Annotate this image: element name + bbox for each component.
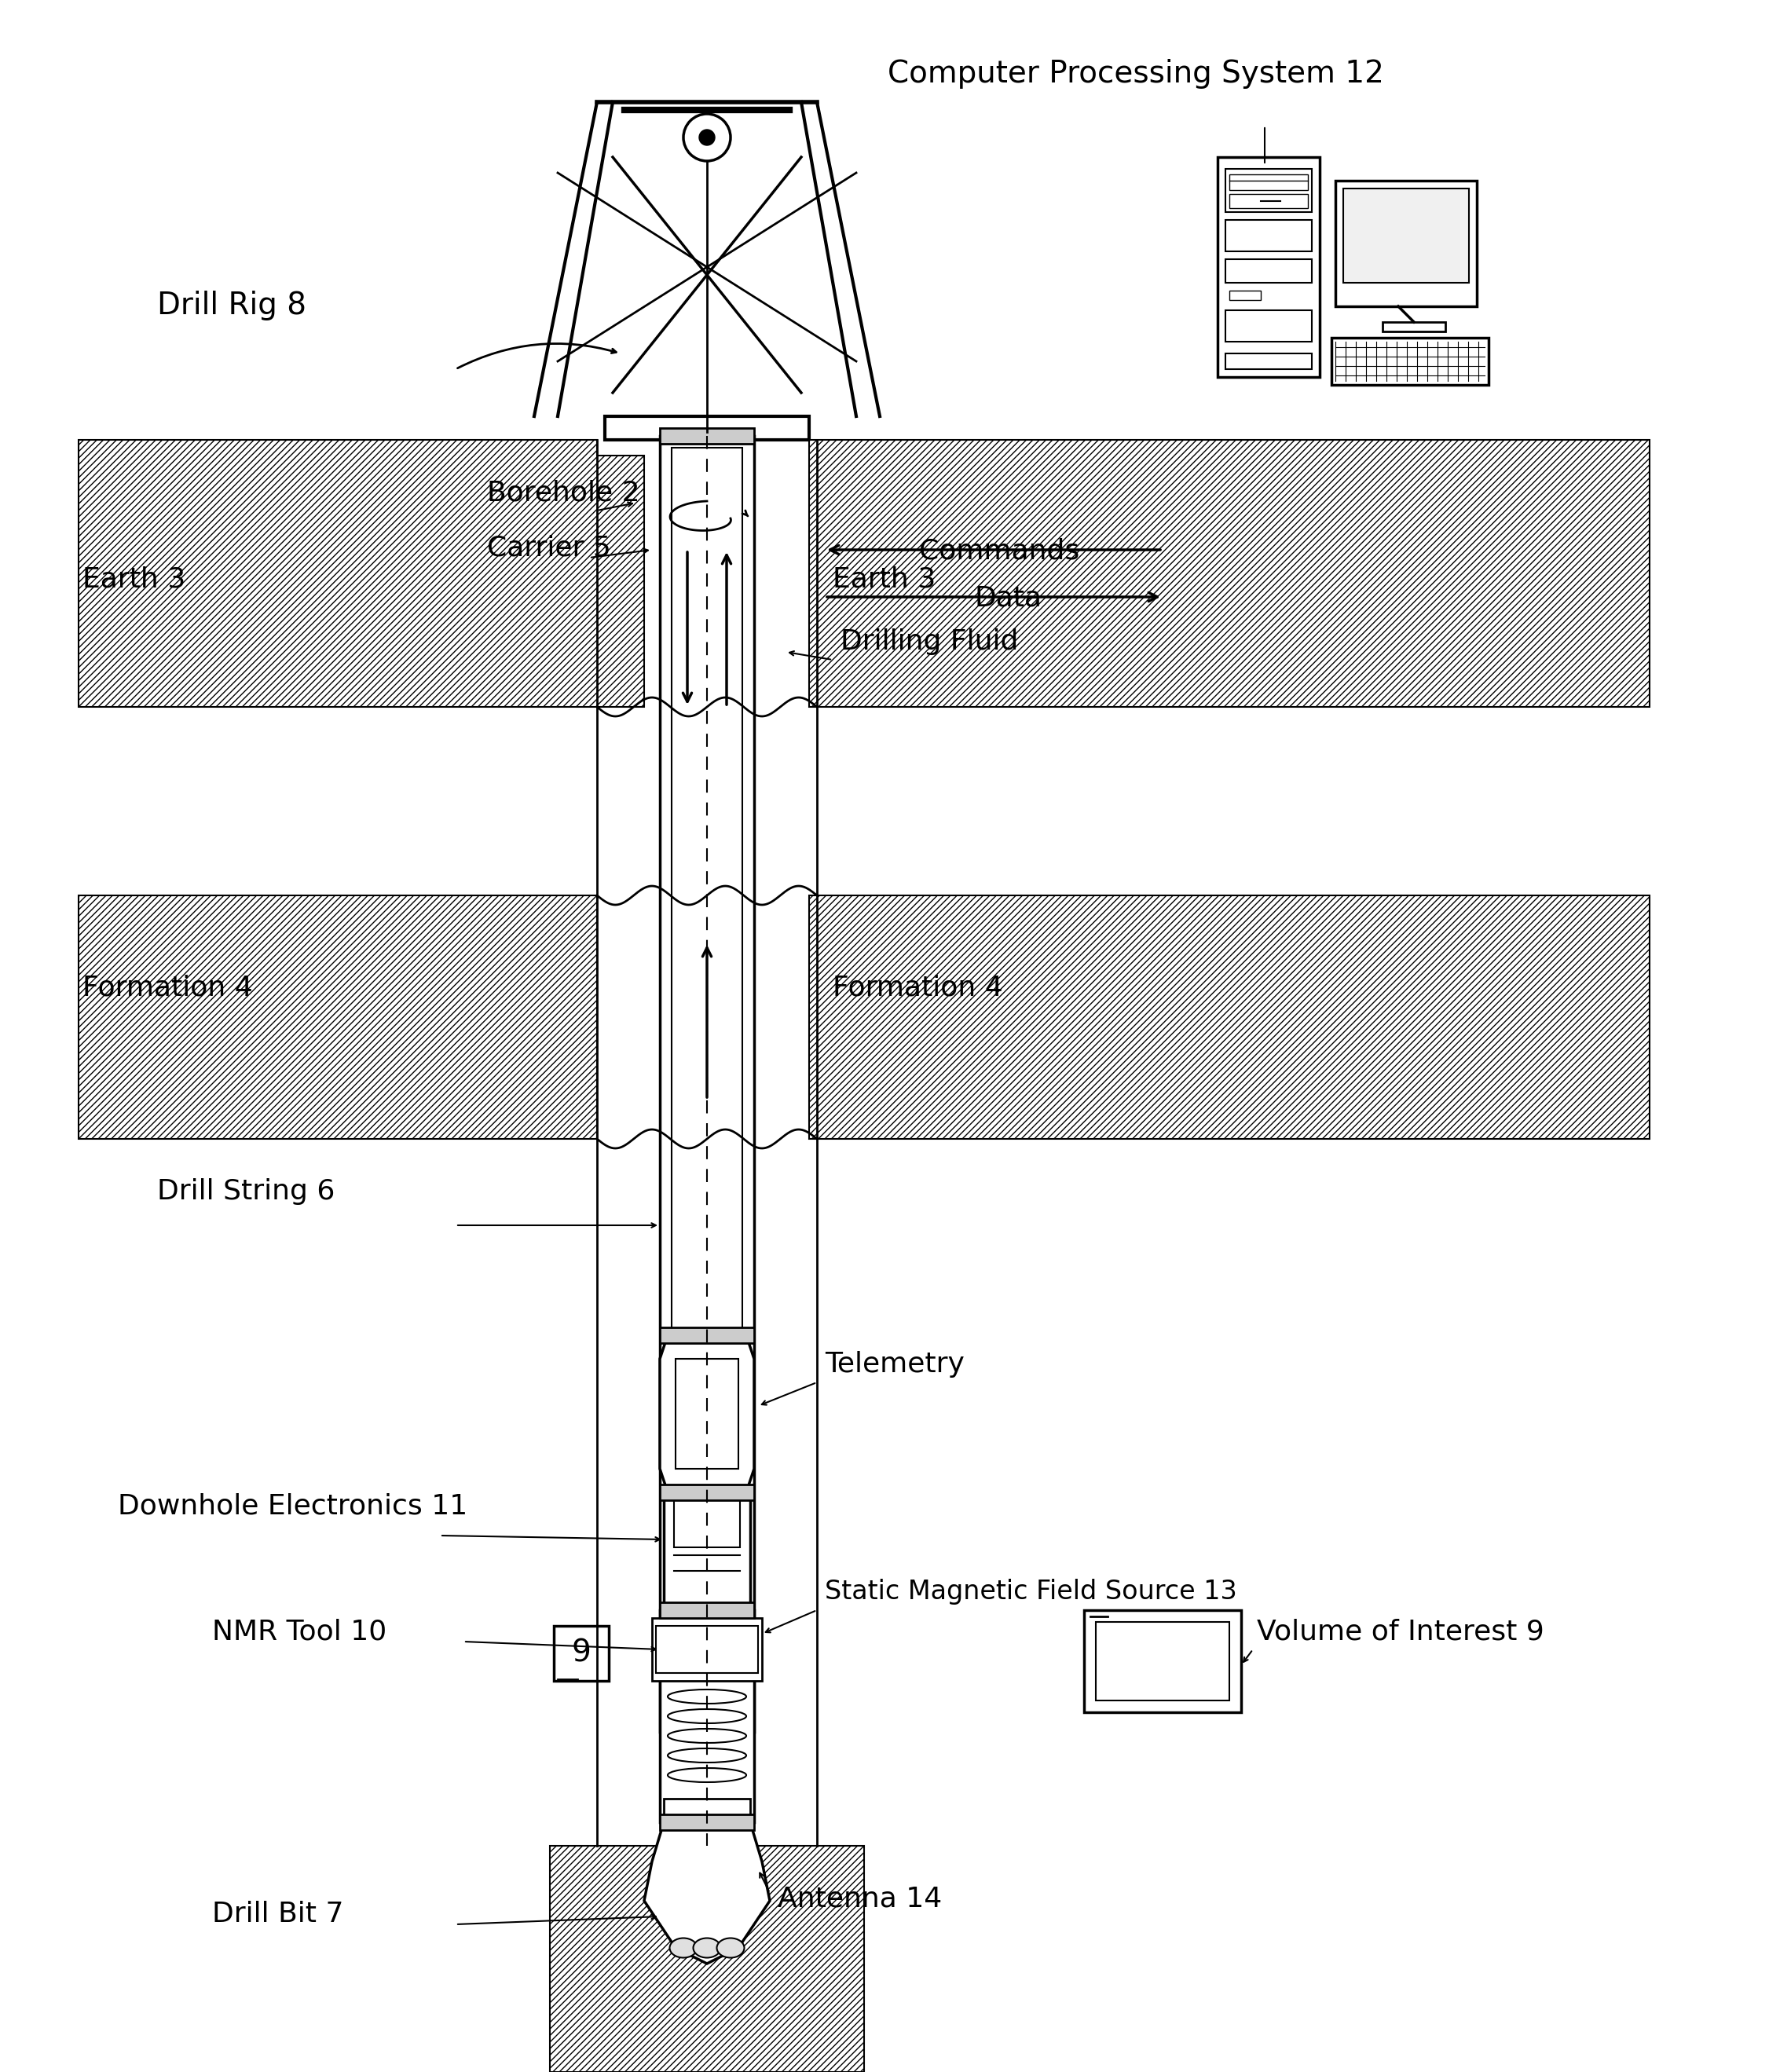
Text: Volume of Interest 9: Volume of Interest 9 bbox=[1257, 1618, 1543, 1645]
Bar bbox=[660, 429, 755, 443]
Bar bbox=[1230, 290, 1260, 300]
Text: NMR Tool 10: NMR Tool 10 bbox=[212, 1618, 386, 1645]
Text: Earth 3: Earth 3 bbox=[833, 566, 936, 593]
Bar bbox=[660, 1815, 755, 1830]
Bar bbox=[1230, 195, 1308, 207]
Bar bbox=[660, 1610, 755, 1821]
Bar bbox=[1218, 157, 1319, 377]
Bar bbox=[675, 1500, 740, 1548]
Polygon shape bbox=[810, 439, 1650, 707]
Text: Static Magnetic Field Source 13: Static Magnetic Field Source 13 bbox=[824, 1579, 1237, 1604]
Bar bbox=[1225, 170, 1312, 211]
Text: Drill String 6: Drill String 6 bbox=[157, 1179, 335, 1206]
Text: Formation 4: Formation 4 bbox=[82, 974, 253, 1001]
Bar bbox=[664, 1492, 749, 1610]
Text: Telemetry: Telemetry bbox=[824, 1351, 965, 1378]
Bar bbox=[1331, 338, 1488, 385]
Bar bbox=[651, 1618, 762, 1680]
Bar bbox=[1225, 259, 1312, 282]
Polygon shape bbox=[78, 439, 644, 707]
Text: Drill Rig 8: Drill Rig 8 bbox=[157, 290, 306, 321]
Circle shape bbox=[700, 131, 716, 145]
Polygon shape bbox=[550, 1846, 863, 2072]
Bar bbox=[655, 1627, 758, 1672]
Bar bbox=[1225, 354, 1312, 369]
Text: Drill Bit 7: Drill Bit 7 bbox=[212, 1900, 344, 1927]
Bar bbox=[664, 1798, 749, 1838]
Bar bbox=[660, 435, 755, 1732]
Ellipse shape bbox=[692, 1937, 721, 1958]
Bar bbox=[660, 1328, 755, 1343]
Text: Carrier 5: Carrier 5 bbox=[488, 535, 611, 562]
Polygon shape bbox=[660, 1334, 755, 1492]
Bar bbox=[1084, 1610, 1241, 1711]
Polygon shape bbox=[810, 895, 1650, 1140]
Text: Antenna 14: Antenna 14 bbox=[778, 1886, 942, 1912]
Text: Computer Processing System 12: Computer Processing System 12 bbox=[888, 58, 1385, 89]
Text: Drilling Fluid: Drilling Fluid bbox=[840, 628, 1018, 655]
Bar bbox=[1335, 180, 1477, 307]
Text: Data: Data bbox=[974, 584, 1041, 611]
Text: Formation 4: Formation 4 bbox=[833, 974, 1002, 1001]
Text: Downhole Electronics 11: Downhole Electronics 11 bbox=[117, 1492, 468, 1519]
Bar bbox=[1383, 321, 1445, 332]
Polygon shape bbox=[78, 895, 596, 1140]
Ellipse shape bbox=[717, 1937, 744, 1958]
Bar bbox=[1096, 1622, 1230, 1701]
Bar bbox=[1225, 311, 1312, 342]
Bar bbox=[1225, 220, 1312, 251]
Text: Borehole 2: Borehole 2 bbox=[488, 479, 639, 506]
Bar bbox=[676, 1359, 739, 1469]
Text: Commands: Commands bbox=[918, 539, 1079, 566]
Bar bbox=[1344, 189, 1468, 282]
Bar bbox=[605, 416, 810, 439]
Polygon shape bbox=[644, 1821, 769, 1964]
Ellipse shape bbox=[669, 1937, 698, 1958]
Bar bbox=[554, 1627, 609, 1680]
Text: 9: 9 bbox=[571, 1639, 591, 1668]
Bar bbox=[1230, 174, 1308, 191]
Bar bbox=[660, 1602, 755, 1618]
Bar bbox=[660, 1484, 755, 1500]
Bar bbox=[671, 448, 742, 1720]
Text: Earth 3: Earth 3 bbox=[82, 566, 185, 593]
